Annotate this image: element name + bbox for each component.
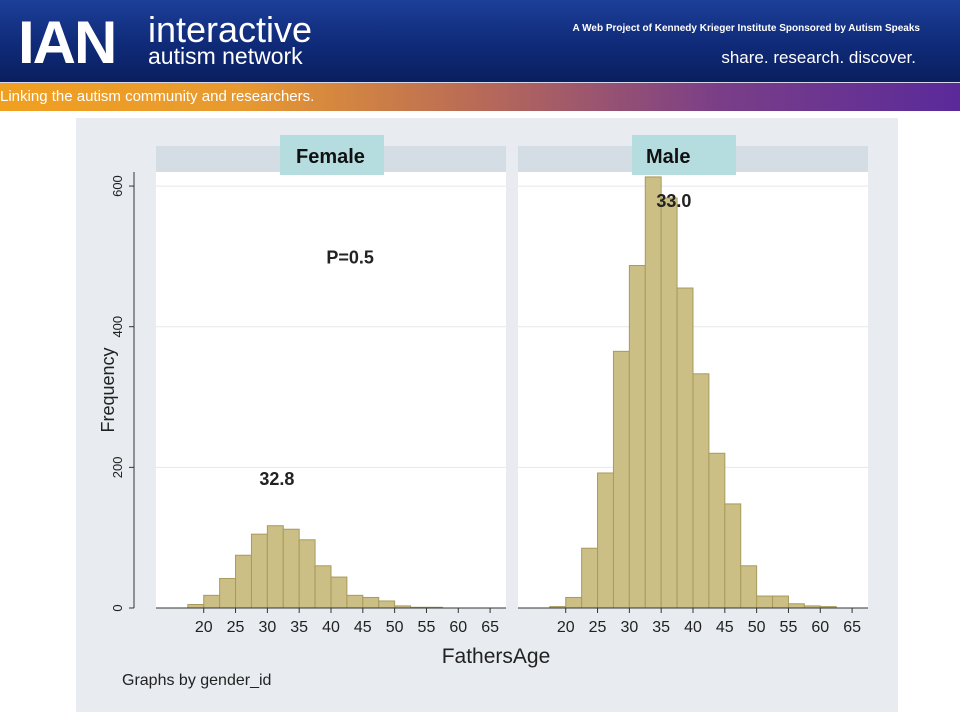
panel-label-box: [632, 135, 736, 175]
y-tick-label: 0: [110, 604, 125, 611]
x-tick-label: 50: [386, 619, 404, 636]
brand-name-line1: interactive: [148, 9, 313, 50]
histogram-bar: [235, 554, 252, 609]
x-tick-label: 65: [843, 619, 861, 636]
x-tick-label: 60: [449, 619, 467, 636]
x-tick-label: 55: [780, 619, 798, 636]
brand-name-line2: autism network: [148, 43, 303, 69]
x-tick-label: 35: [290, 619, 308, 636]
x-tick-label: 60: [811, 619, 829, 636]
x-axis-label: FathersAge: [442, 645, 551, 668]
histogram-bar: [612, 350, 630, 609]
x-tick-label: 25: [227, 619, 245, 636]
histogram-bar: [581, 547, 599, 609]
x-tick-label: 20: [195, 619, 213, 636]
x-tick-label: 40: [684, 619, 702, 636]
histogram-bar: [298, 539, 316, 609]
y-tick-label: 200: [110, 457, 125, 479]
histogram-bar: [676, 287, 694, 609]
plot-area: [156, 172, 506, 608]
histogram-bar: [565, 596, 583, 609]
x-tick-label: 30: [620, 619, 638, 636]
y-axis-label: Frequency: [98, 347, 118, 432]
x-tick-label: 65: [481, 619, 499, 636]
sponsor-text: A Web Project of Kennedy Krieger Institu…: [572, 23, 920, 34]
y-tick-label: 600: [110, 175, 125, 197]
panel-label: Male: [646, 146, 690, 168]
x-tick-label: 30: [258, 619, 276, 636]
histogram-bar: [692, 373, 710, 609]
histogram-bar: [724, 503, 742, 609]
x-tick-label: 25: [589, 619, 607, 636]
x-tick-label: 50: [748, 619, 766, 636]
annotation-label: 32.8: [259, 469, 294, 489]
histogram-chart: 20 25 30 35 40 45 50 55 60 65 Female 32.8 P=0.5 20 25 3…: [98, 135, 868, 689]
histogram-bar: [740, 565, 758, 609]
site-banner: IAN interactive autism network A Web Pro…: [0, 0, 960, 82]
slogan-text: share. research. discover.: [721, 48, 916, 67]
ian-logo[interactable]: IAN: [18, 9, 117, 76]
annotation-label: 33.0: [656, 191, 691, 211]
histogram-bar: [708, 452, 726, 609]
histogram-bar: [203, 594, 221, 609]
histogram-bar: [250, 533, 268, 609]
histogram-bar: [628, 265, 646, 609]
x-tick-label: 45: [354, 619, 372, 636]
histogram-bar: [756, 595, 774, 609]
histogram-bar: [314, 565, 332, 609]
graph-note: Graphs by gender_id: [122, 672, 271, 689]
histogram-bar: [219, 577, 237, 609]
histogram-bar: [378, 600, 396, 609]
x-tick-label: 45: [716, 619, 734, 636]
panel-label: Female: [296, 146, 365, 168]
annotation-label: P=0.5: [326, 247, 374, 267]
histogram-bar: [282, 528, 300, 609]
histogram-bar: [772, 595, 789, 609]
histogram-bar: [597, 472, 614, 609]
histogram-bar: [330, 576, 348, 609]
panel-label-box: [280, 135, 384, 175]
histogram-bar: [787, 603, 805, 609]
histogram-bar: [187, 603, 205, 609]
x-tick-label: 40: [322, 619, 340, 636]
tagline-text: Linking the autism community and researc…: [0, 88, 315, 105]
histogram-bar: [644, 176, 662, 609]
y-tick-label: 400: [110, 316, 125, 338]
tagline-stripe: [0, 82, 960, 111]
histogram-bar: [266, 525, 284, 609]
histogram-bar: [660, 197, 678, 609]
x-tick-label: 35: [652, 619, 670, 636]
histogram-bar: [362, 596, 380, 609]
x-tick-label: 20: [557, 619, 575, 636]
histogram-bar: [346, 594, 364, 609]
x-tick-label: 55: [418, 619, 436, 636]
